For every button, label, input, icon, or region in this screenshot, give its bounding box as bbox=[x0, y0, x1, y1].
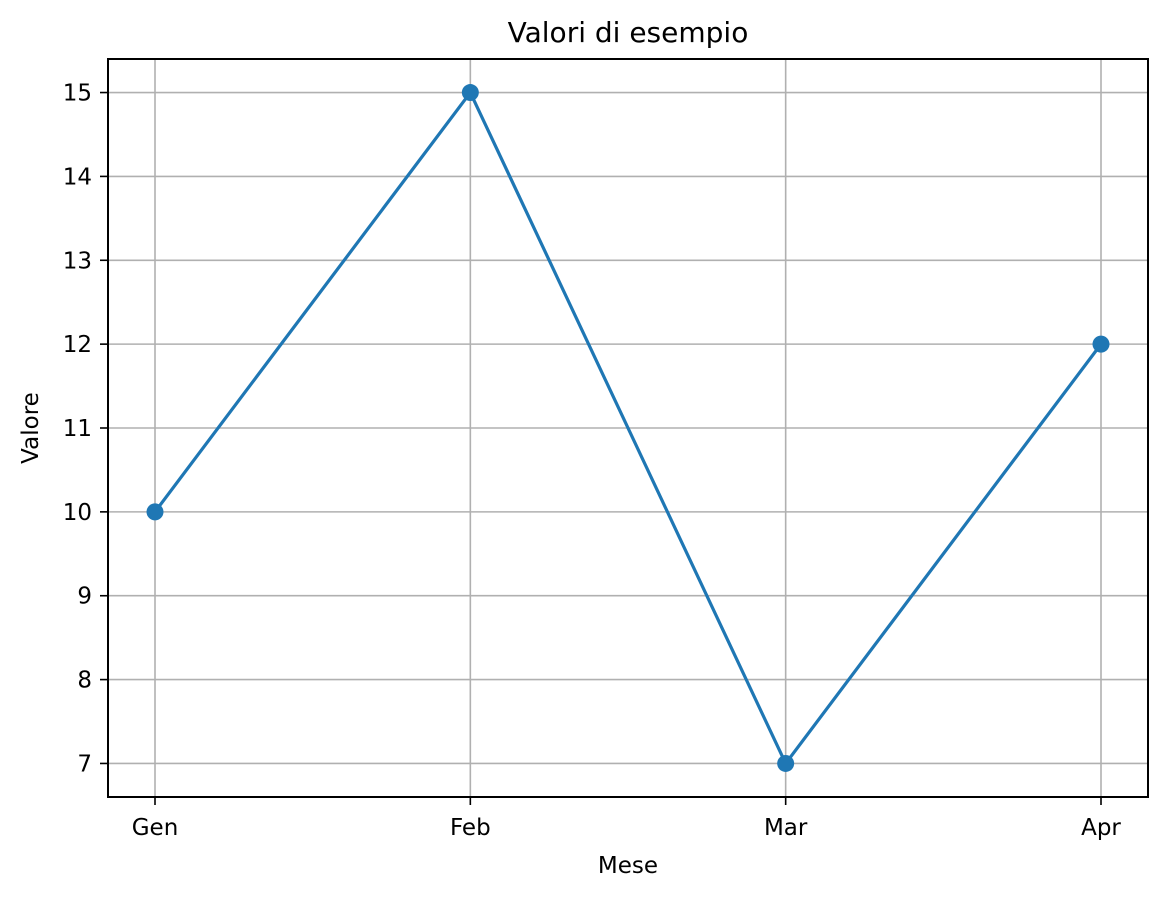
y-tick-label: 15 bbox=[63, 81, 92, 107]
data-point bbox=[777, 754, 795, 772]
y-tick-label: 12 bbox=[63, 332, 92, 358]
chart-title: Valori di esempio bbox=[508, 16, 749, 49]
ticks: Gen Feb Mar Apr 7 8 9 10 11 12 13 14 15 bbox=[63, 81, 1122, 841]
data-series bbox=[146, 84, 1110, 772]
y-axis-label: Valore bbox=[18, 392, 44, 464]
y-tick-label: 9 bbox=[77, 584, 92, 610]
x-tick-label: Feb bbox=[450, 815, 491, 841]
y-tick-label: 7 bbox=[77, 751, 92, 777]
x-tick-label: Mar bbox=[764, 815, 808, 841]
y-tick-label: 11 bbox=[63, 416, 92, 442]
data-point bbox=[1092, 335, 1110, 353]
series-line bbox=[153, 90, 1103, 766]
data-point bbox=[146, 503, 164, 521]
x-tick-label: Gen bbox=[132, 815, 179, 841]
x-tick-label: Apr bbox=[1081, 815, 1121, 841]
y-tick-label: 10 bbox=[63, 500, 92, 526]
y-tick-label: 8 bbox=[77, 668, 92, 694]
y-tick-label: 14 bbox=[63, 164, 92, 190]
y-tick-label: 13 bbox=[63, 248, 92, 274]
x-axis-label: Mese bbox=[598, 853, 658, 879]
data-point bbox=[461, 84, 479, 102]
